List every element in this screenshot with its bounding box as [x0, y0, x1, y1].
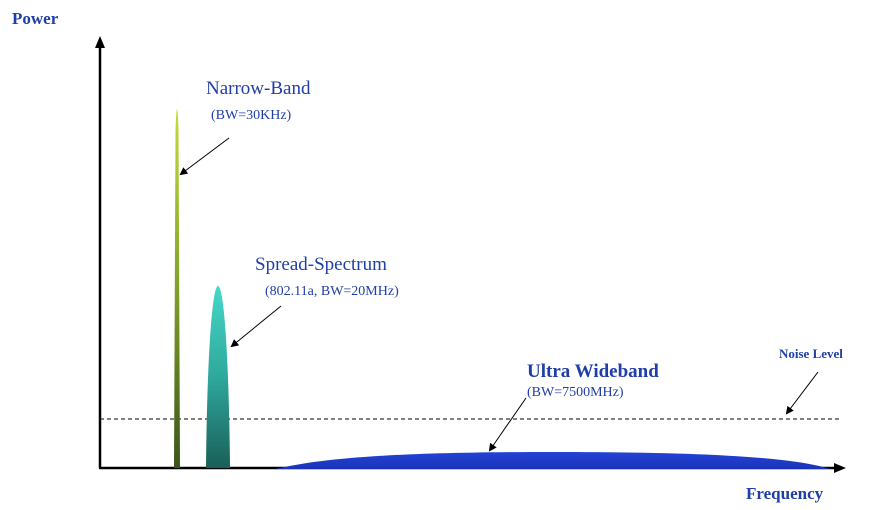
ultra-wideband-pointer-arrow: [488, 397, 527, 452]
spread-spectrum-pointer-arrow: [230, 305, 282, 348]
spread-spectrum-lobe: [206, 286, 230, 468]
ultra-wideband-detail: (BW=7500MHz): [527, 385, 624, 400]
noise-level-label: Noise Level: [779, 346, 843, 361]
narrow-band-detail: (BW=30KHz): [211, 108, 292, 123]
y-axis-arrowhead: [95, 36, 105, 48]
narrow-band-pointer-arrow: [179, 137, 230, 176]
spread-spectrum-title: Spread-Spectrum: [255, 254, 387, 275]
narrow-band-spike: [174, 109, 180, 468]
y-axis-label: Power: [12, 9, 59, 28]
noise-level-pointer-arrow: [785, 371, 819, 415]
spread-spectrum-detail: (802.11a, BW=20MHz): [265, 284, 399, 299]
ultra-wideband-band: [276, 452, 830, 469]
narrow-band-title: Narrow-Band: [206, 78, 311, 99]
ultra-wideband-title: Ultra Wideband: [527, 361, 659, 382]
x-axis-label: Frequency: [746, 484, 824, 503]
x-axis-arrowhead: [834, 463, 846, 473]
